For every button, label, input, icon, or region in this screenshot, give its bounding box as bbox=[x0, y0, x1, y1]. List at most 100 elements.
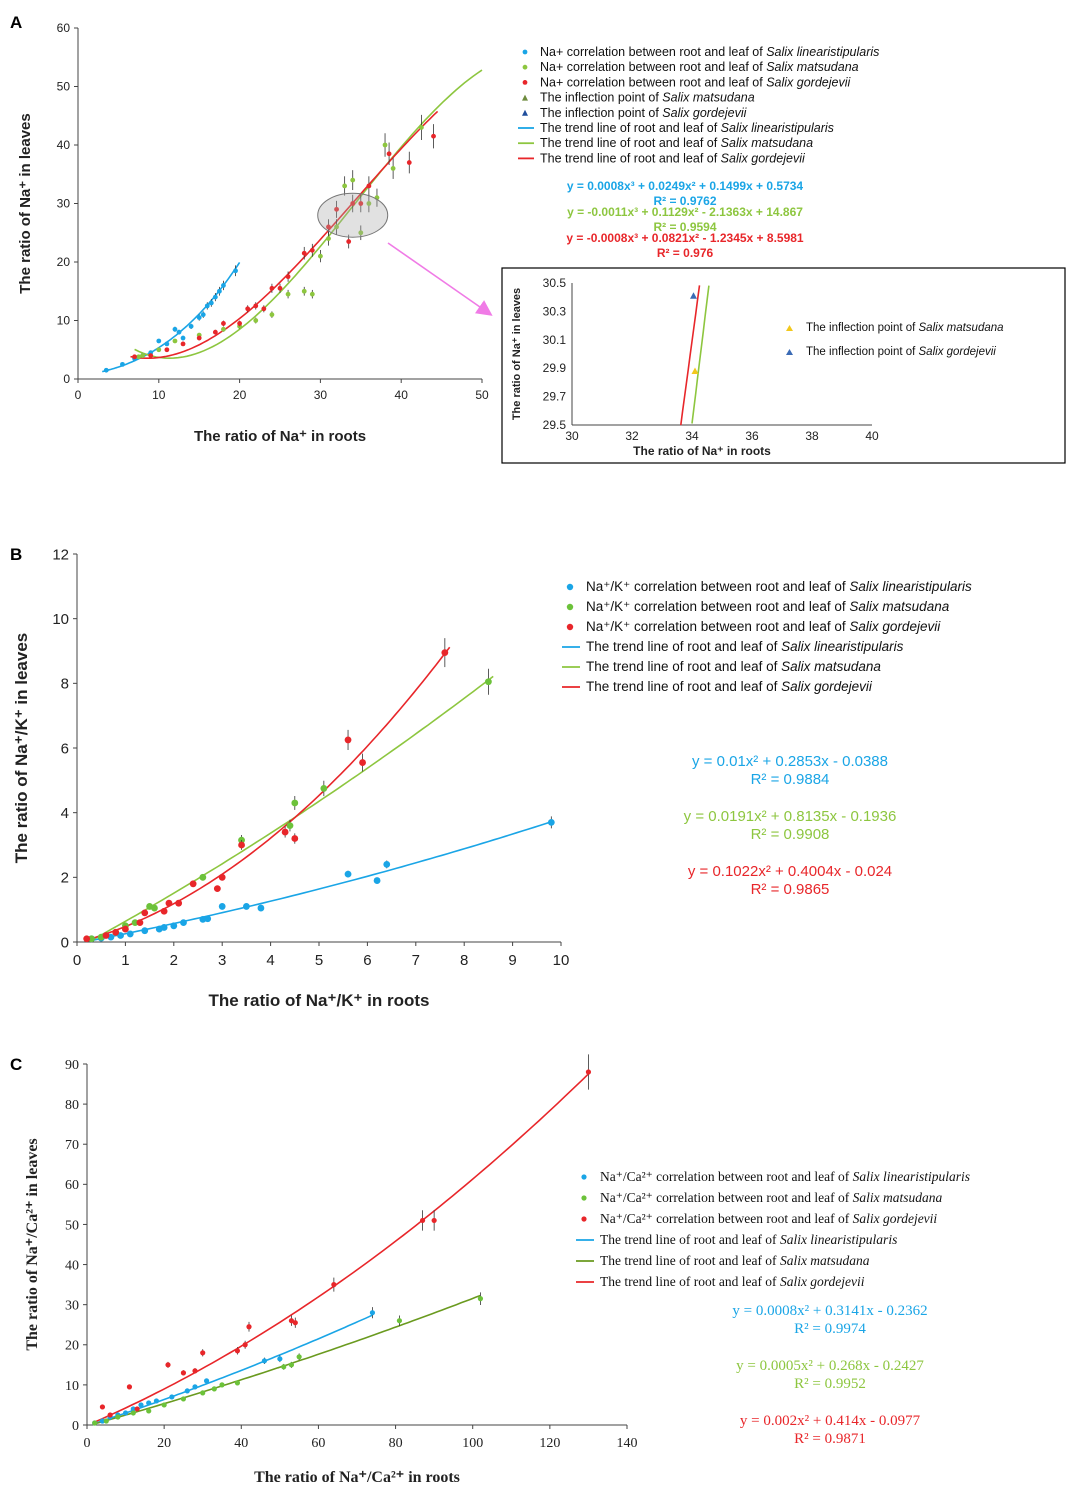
data-point bbox=[180, 1370, 187, 1376]
panel-label-b: B bbox=[10, 545, 22, 564]
data-point bbox=[585, 1069, 592, 1075]
legend-marker-dot bbox=[581, 1195, 587, 1201]
data-point bbox=[212, 294, 218, 300]
inset-x-tick-label: 30 bbox=[565, 429, 579, 443]
data-point bbox=[277, 1356, 283, 1362]
data-point bbox=[83, 935, 91, 943]
x-tick-label: 7 bbox=[412, 952, 420, 969]
chart-panel-c: 0 20 40 60 80 100 120 140 0 10 20 30 40 50 60 70 80 90 The… bbox=[24, 1054, 970, 1486]
data-point bbox=[122, 1410, 129, 1416]
data-point bbox=[334, 224, 339, 230]
data-point bbox=[211, 1386, 217, 1392]
data-point bbox=[257, 904, 265, 912]
x-tick-label: 140 bbox=[617, 1436, 638, 1451]
x-tick-label: 2 bbox=[170, 952, 178, 969]
inset-inflection-point bbox=[691, 367, 699, 375]
inset-legend-label: The inflection point of Salix matsudana bbox=[806, 322, 1004, 334]
x-tick-label: 6 bbox=[363, 952, 371, 969]
y-tick-label: 0 bbox=[63, 372, 70, 386]
equation-label: y = -0.0008x³ + 0.0821x² - 1.2345x + 8.5… bbox=[566, 231, 804, 245]
legend-marker-dot bbox=[522, 80, 528, 85]
data-point bbox=[136, 919, 144, 926]
y-tick-label: 10 bbox=[52, 611, 69, 628]
r-squared-label: R² = 0.9908 bbox=[751, 826, 830, 843]
y-tick-label: 90 bbox=[65, 1058, 79, 1073]
data-point bbox=[126, 930, 134, 938]
data-point bbox=[221, 321, 226, 326]
legend-marker-dot bbox=[566, 623, 574, 631]
r-squared-label: R² = 0.9952 bbox=[794, 1376, 866, 1392]
legend-label: Na⁺/K⁺ correlation between root and leaf… bbox=[586, 619, 941, 634]
data-point bbox=[141, 927, 149, 935]
legend-label: The trend line of root and leaf of Salix… bbox=[540, 121, 834, 135]
inset-x-tick-label: 38 bbox=[805, 429, 819, 443]
equation-label: y = -0.0011x³ + 0.1129x² - 2.1363x + 14.… bbox=[567, 205, 803, 219]
data-point bbox=[331, 1282, 337, 1288]
equation-label: y = 0.0008x³ + 0.0249x² + 0.1499x + 0.57… bbox=[567, 179, 804, 193]
y-tick-label: 0 bbox=[72, 1419, 79, 1434]
y-tick-label: 70 bbox=[65, 1138, 79, 1153]
x-tick-label: 0 bbox=[75, 388, 82, 402]
r-squared-label: R² = 0.976 bbox=[657, 246, 714, 260]
data-point bbox=[218, 903, 226, 910]
data-point bbox=[200, 312, 206, 318]
data-point bbox=[151, 904, 158, 912]
data-point bbox=[431, 1217, 437, 1224]
y-tick-label: 8 bbox=[61, 676, 69, 693]
legend-label: Na⁺/Ca²⁺ correlation between root and le… bbox=[600, 1211, 937, 1226]
legend-label: The trend line of root and leaf of Salix… bbox=[540, 136, 813, 150]
data-point bbox=[204, 915, 212, 923]
y-tick-label: 4 bbox=[61, 805, 69, 822]
inset-y-tick-label: 30.1 bbox=[543, 333, 567, 347]
inset-legend-marker bbox=[786, 349, 793, 355]
y-axis-label: The ratio of Na⁺ in leaves bbox=[17, 113, 34, 293]
data-point bbox=[153, 1398, 160, 1404]
x-tick-label: 1 bbox=[121, 952, 129, 969]
data-point bbox=[208, 300, 214, 306]
data-point bbox=[161, 1402, 167, 1408]
data-point bbox=[180, 1396, 187, 1402]
data-point bbox=[165, 899, 173, 907]
equation-label: y = 0.002x² + 0.414x - 0.0977 bbox=[740, 1413, 921, 1429]
legend-label: Na+ correlation between root and leaf of… bbox=[540, 45, 879, 59]
inset-y-tick-label: 30.5 bbox=[543, 276, 567, 290]
data-point bbox=[285, 291, 291, 297]
legend-label: Na⁺/K⁺ correlation between root and leaf… bbox=[586, 599, 950, 614]
trend-line bbox=[134, 69, 483, 360]
data-point bbox=[212, 329, 218, 335]
data-point bbox=[485, 678, 492, 686]
data-point bbox=[199, 873, 207, 881]
x-tick-label: 4 bbox=[266, 952, 274, 969]
data-point bbox=[117, 932, 124, 939]
legend-marker-dot bbox=[566, 583, 574, 591]
data-point bbox=[288, 1362, 295, 1368]
inset-x-tick-label: 32 bbox=[625, 429, 639, 443]
data-point bbox=[390, 166, 396, 171]
legend-label: The inflection point of Salix matsudana bbox=[540, 91, 755, 105]
data-point bbox=[102, 932, 110, 939]
data-point bbox=[396, 1318, 403, 1324]
y-tick-label: 60 bbox=[57, 21, 71, 35]
inflection-highlight-ellipse bbox=[317, 192, 389, 238]
data-point bbox=[99, 1418, 106, 1424]
equation-label: y = 0.01x² + 0.2853x - 0.0388 bbox=[692, 753, 888, 770]
x-tick-label: 60 bbox=[311, 1436, 325, 1451]
data-point bbox=[172, 326, 178, 332]
x-axis-label: The ratio of Na⁺ in roots bbox=[194, 428, 366, 445]
data-point bbox=[419, 125, 424, 130]
data-point bbox=[180, 335, 186, 341]
data-point bbox=[253, 303, 259, 309]
data-point bbox=[285, 274, 291, 280]
legend-label: The trend line of root and leaf of Salix… bbox=[586, 659, 881, 674]
data-point bbox=[130, 1410, 136, 1416]
trend-line bbox=[86, 646, 451, 941]
x-tick-label: 50 bbox=[475, 388, 489, 402]
data-point bbox=[138, 1402, 144, 1408]
y-axis-label: The ratio of Na⁺/K⁺ in leaves bbox=[12, 633, 31, 864]
y-tick-label: 50 bbox=[57, 80, 71, 94]
legend-marker-triangle bbox=[522, 109, 528, 116]
data-point bbox=[366, 183, 372, 189]
data-point bbox=[477, 1296, 484, 1302]
data-point bbox=[344, 736, 352, 744]
